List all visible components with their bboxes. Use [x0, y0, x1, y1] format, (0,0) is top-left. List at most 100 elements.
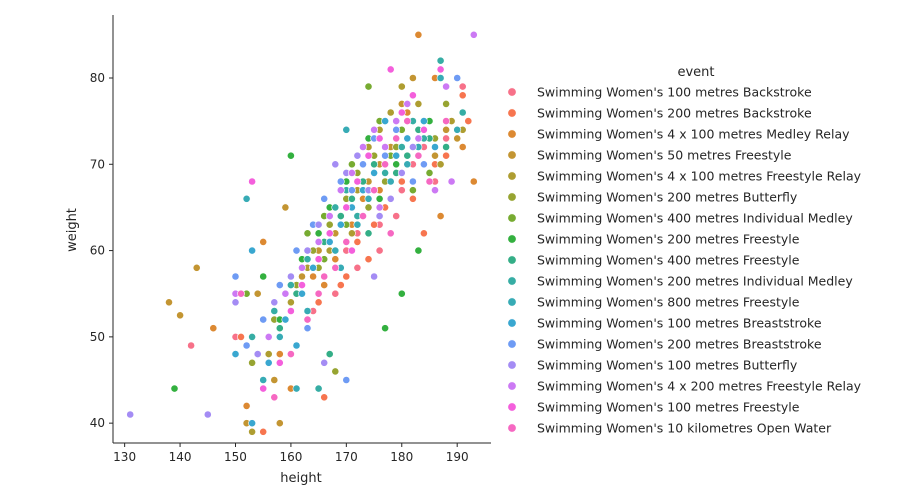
data-point [248, 332, 256, 341]
data-point [364, 194, 373, 203]
data-point [270, 376, 279, 384]
data-point [259, 272, 268, 281]
data-point [370, 160, 378, 169]
data-point [275, 419, 284, 428]
legend-entry: Swimming Women's 4 x 200 metres Freestyl… [507, 379, 862, 394]
data-point [242, 401, 251, 410]
data-point [381, 143, 389, 151]
data-point [320, 393, 329, 402]
data-point [314, 237, 323, 246]
data-point [336, 212, 345, 220]
data-point [431, 143, 439, 151]
data-point [342, 125, 351, 134]
data-point [436, 160, 445, 169]
data-point [414, 246, 423, 255]
data-point [469, 30, 478, 39]
data-point [458, 108, 467, 117]
data-point [347, 194, 356, 203]
data-point [353, 151, 362, 160]
data-point [303, 255, 312, 264]
data-point [386, 194, 395, 203]
data-point [397, 82, 406, 91]
legend-label: Swimming Women's 800 metres Freestyle [537, 295, 800, 310]
data-point [353, 177, 362, 186]
data-point [397, 177, 406, 186]
data-point [281, 315, 290, 324]
data-point [436, 74, 445, 82]
legend-label: Swimming Women's 400 metres Individual M… [537, 211, 853, 226]
data-point [419, 125, 428, 134]
data-point [414, 134, 423, 143]
data-point [364, 255, 373, 264]
data-point [442, 151, 450, 160]
data-point [359, 212, 367, 220]
data-point [298, 272, 306, 281]
y-axis: 40 50 60 70 80 [90, 15, 114, 443]
data-point [275, 358, 284, 367]
data-point [264, 358, 273, 367]
data-point [314, 289, 323, 298]
data-point [375, 203, 384, 212]
data-point [458, 91, 467, 100]
legend-entry: Swimming Women's 100 metres Freestyle [507, 400, 800, 415]
data-point [386, 65, 395, 74]
data-point [126, 410, 135, 419]
data-point [353, 237, 362, 246]
data-point [347, 186, 356, 195]
data-point [331, 203, 340, 212]
x-tick-label: 180 [390, 450, 413, 464]
legend-marker [507, 108, 517, 118]
data-point [286, 350, 295, 358]
data-point [292, 341, 301, 350]
legend-marker [507, 381, 517, 391]
legend-label: Swimming Women's 100 metres Freestyle [537, 400, 800, 415]
data-point [325, 212, 334, 220]
data-point [436, 65, 445, 74]
data-point [203, 410, 212, 419]
data-point [408, 177, 417, 186]
data-point [408, 91, 417, 100]
y-axis-label: weight [65, 208, 80, 252]
data-point [397, 143, 406, 151]
legend-marker [507, 129, 517, 139]
data-point [320, 194, 329, 203]
data-point [403, 134, 412, 143]
data-point [403, 100, 412, 108]
data-point [392, 134, 401, 143]
data-point [453, 74, 462, 82]
data-point [286, 272, 295, 281]
legend-label: Swimming Women's 100 metres Backstroke [537, 85, 812, 100]
data-point [403, 117, 412, 125]
data-point [347, 160, 356, 169]
data-point [259, 427, 268, 436]
data-point [253, 289, 262, 298]
data-point [375, 134, 384, 143]
data-point [309, 272, 317, 281]
data-point [336, 281, 345, 289]
data-point [253, 350, 262, 358]
data-point [453, 134, 462, 143]
data-point [458, 143, 467, 151]
data-point [281, 203, 290, 212]
data-point [431, 186, 439, 195]
data-point [237, 289, 245, 298]
data-point [320, 281, 329, 289]
data-point [275, 350, 284, 358]
data-point [375, 212, 384, 220]
data-point [165, 298, 173, 307]
legend-entry: Swimming Women's 100 metres Butterfly [507, 358, 798, 373]
data-point [325, 237, 334, 246]
data-point [425, 168, 434, 177]
data-point [386, 229, 395, 238]
legend-label: Swimming Women's 4 x 200 metres Freestyl… [537, 379, 862, 394]
data-point [170, 384, 179, 393]
data-point [248, 427, 256, 436]
legend-marker [507, 234, 517, 244]
data-point [342, 272, 351, 281]
data-point [364, 229, 373, 238]
data-point [336, 177, 345, 186]
data-point [442, 134, 450, 143]
data-point [381, 160, 389, 169]
data-point [303, 324, 312, 333]
data-point [248, 177, 256, 186]
